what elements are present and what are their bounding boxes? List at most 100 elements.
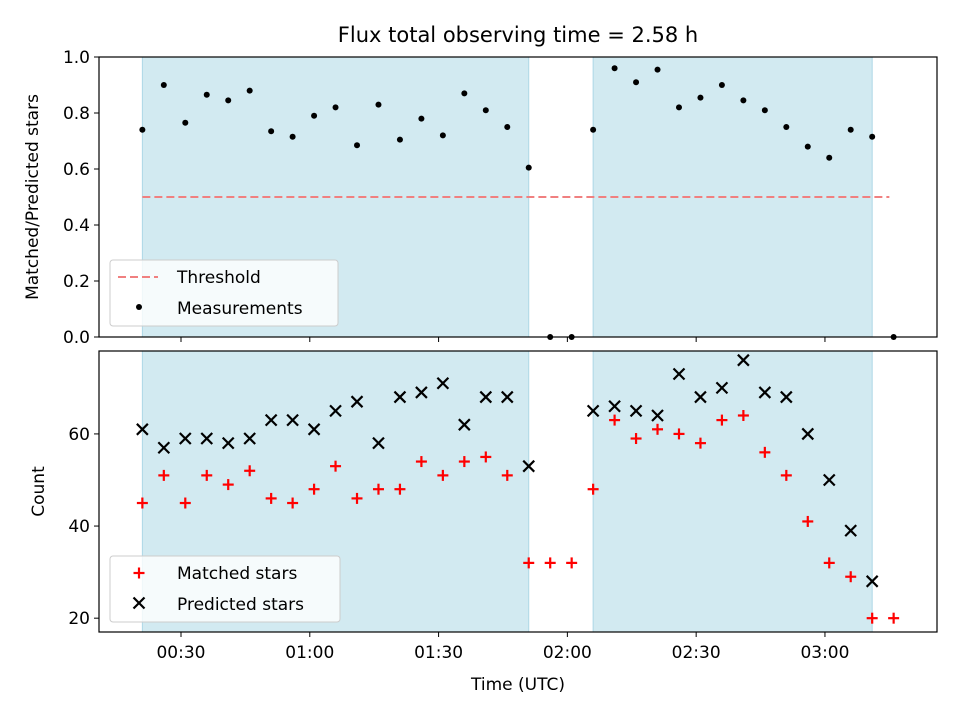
cross-b bbox=[629, 404, 643, 418]
matched-star-point bbox=[480, 451, 492, 463]
x-tick-label: 01:30 bbox=[414, 643, 463, 663]
measurement-point bbox=[375, 101, 382, 108]
measurement-point bbox=[504, 124, 511, 130]
cross-b bbox=[780, 390, 793, 404]
top-y-tick-label: 0.4 bbox=[63, 216, 90, 236]
measurement-point bbox=[697, 94, 704, 101]
predicted-star-point bbox=[436, 376, 450, 390]
cross-b bbox=[179, 432, 192, 445]
cross-b bbox=[715, 381, 729, 395]
bottom-legend-box bbox=[109, 555, 341, 623]
cross-b bbox=[479, 390, 493, 404]
cross-b bbox=[672, 367, 686, 381]
top-legend-box bbox=[109, 259, 339, 327]
cross-b bbox=[221, 436, 235, 450]
predicted-star-point bbox=[179, 432, 192, 445]
matched-star-point bbox=[330, 460, 342, 472]
measurement-point bbox=[761, 107, 768, 114]
predicted-star-point bbox=[393, 390, 407, 404]
cross-b bbox=[136, 423, 149, 436]
measurement-point bbox=[311, 112, 318, 119]
predicted-star-point bbox=[758, 386, 772, 399]
chart-title: Flux total observing time = 2.58 h bbox=[338, 23, 698, 47]
bottom-y-tick-label: 20 bbox=[68, 609, 90, 629]
matched-star-point bbox=[694, 437, 706, 449]
matched-star-point bbox=[201, 469, 213, 481]
matched-star-point bbox=[630, 433, 642, 445]
predicted-star-point bbox=[844, 524, 857, 537]
measurement-point bbox=[826, 154, 833, 161]
cross-b bbox=[500, 390, 514, 404]
matched-star-point bbox=[158, 469, 170, 481]
predicted-star-point bbox=[243, 432, 256, 445]
matched-star-point bbox=[845, 571, 857, 583]
measurement-point bbox=[847, 126, 854, 133]
measurement-point bbox=[654, 66, 661, 73]
legend-predicted-swatch bbox=[132, 596, 146, 610]
bottom-y-tick-label: 60 bbox=[68, 425, 90, 445]
predicted-star-point bbox=[307, 423, 321, 436]
measurement-point bbox=[160, 82, 167, 88]
matched-star-point bbox=[759, 446, 771, 458]
predicted-star-point bbox=[651, 409, 664, 422]
matched-star-point bbox=[372, 483, 384, 495]
legend-threshold-label: Threshold bbox=[176, 268, 261, 288]
predicted-star-point bbox=[522, 459, 536, 473]
predicted-star-point bbox=[822, 473, 836, 487]
cross-b bbox=[801, 427, 815, 441]
matched-star-point bbox=[308, 483, 320, 495]
matched-star-point bbox=[523, 557, 535, 569]
matched-star-point bbox=[244, 465, 256, 477]
predicted-star-point bbox=[715, 381, 729, 395]
x-axis-label: Time (UTC) bbox=[470, 675, 565, 695]
measurement-point bbox=[268, 128, 275, 135]
matched-star-point bbox=[673, 428, 685, 440]
predicted-star-point bbox=[136, 423, 149, 436]
predicted-star-point bbox=[608, 400, 621, 413]
matched-star-point bbox=[888, 612, 900, 624]
measurement-point bbox=[139, 126, 146, 133]
measurement-point bbox=[396, 136, 403, 143]
top-y-tick-label: 0.8 bbox=[63, 104, 90, 124]
matched-star-point bbox=[866, 612, 878, 624]
matched-star-point bbox=[609, 414, 621, 426]
top-data-marks bbox=[139, 65, 897, 340]
cross-b bbox=[132, 596, 146, 610]
cross-b bbox=[865, 575, 879, 588]
matched-star-point bbox=[287, 497, 299, 509]
measurement-point bbox=[225, 97, 232, 104]
matched-star-point bbox=[652, 423, 664, 435]
cross-b bbox=[586, 404, 600, 418]
top-axes-frame bbox=[98, 56, 938, 338]
matched-star-point bbox=[136, 497, 148, 509]
cross-b bbox=[737, 353, 750, 367]
measurement-point bbox=[783, 124, 790, 130]
legend-measurements-label: Measurements bbox=[177, 299, 303, 319]
predicted-star-point bbox=[737, 353, 750, 367]
measurement-point bbox=[590, 126, 597, 133]
cross-b bbox=[458, 418, 471, 431]
predicted-star-point bbox=[479, 390, 493, 404]
matched-star-point bbox=[780, 469, 792, 481]
legend-measurements-swatch bbox=[136, 304, 142, 310]
top-y-axis-label: Matched/Predicted stars bbox=[23, 94, 43, 300]
top-legend: Threshold Measurements bbox=[109, 259, 339, 327]
cross-b bbox=[844, 524, 857, 537]
predicted-star-point bbox=[801, 427, 815, 441]
measurement-point bbox=[203, 91, 210, 98]
measurement-point bbox=[461, 90, 468, 97]
measurement-point bbox=[354, 142, 361, 149]
cross-b bbox=[694, 390, 707, 404]
matched-star-point bbox=[587, 483, 599, 495]
predicted-star-point bbox=[586, 404, 600, 418]
predicted-star-point bbox=[500, 390, 514, 404]
bottom-ticks: 20 40 60 00:30 01:00 01:30 02:00 02:30 03:00 bbox=[68, 425, 849, 663]
measurement-point bbox=[182, 119, 189, 126]
matched-star-point bbox=[823, 557, 835, 569]
measurement-point bbox=[439, 132, 446, 139]
cross-b bbox=[608, 400, 621, 413]
predicted-star-point bbox=[415, 386, 428, 399]
measurement-point bbox=[418, 115, 425, 122]
predicted-star-point bbox=[865, 575, 879, 588]
matched-star-point bbox=[458, 456, 470, 468]
